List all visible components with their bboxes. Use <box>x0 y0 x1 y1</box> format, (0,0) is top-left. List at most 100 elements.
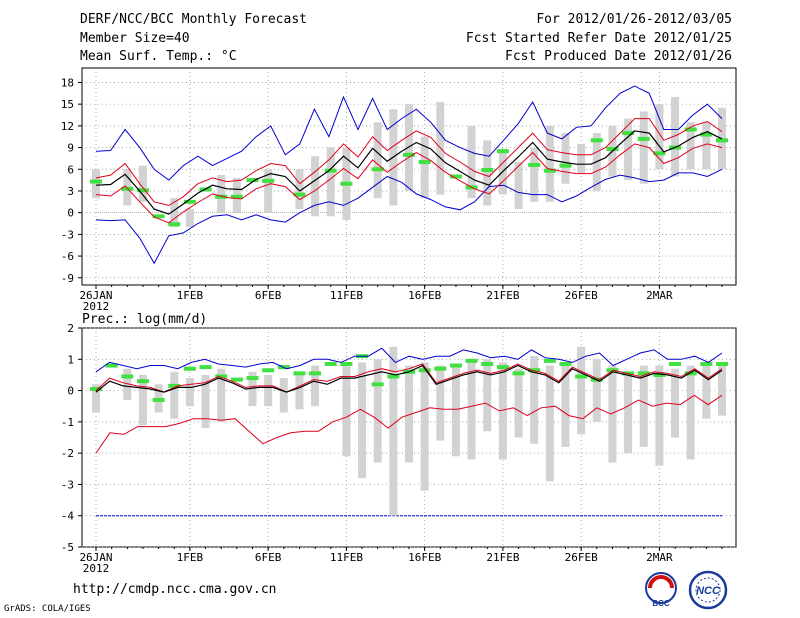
bcc-logo-text: BCC <box>652 599 670 608</box>
ensemble-box <box>561 133 570 184</box>
y-tick-label: -3 <box>61 228 74 241</box>
y-tick-label: -1 <box>61 416 74 429</box>
ensemble-box <box>358 362 367 479</box>
ensemble-box <box>138 374 147 425</box>
median-marker <box>559 163 572 168</box>
median-marker <box>293 192 306 197</box>
ensemble-box <box>295 374 304 410</box>
x-tick-label: 6FEB <box>255 289 282 302</box>
ensemble-box <box>311 156 320 217</box>
median-marker <box>543 168 556 173</box>
median-marker <box>481 167 494 172</box>
x-tick-label: 26JAN <box>79 551 112 564</box>
bcc-logo: BCC <box>645 572 677 608</box>
ensemble-box <box>405 365 413 463</box>
x-tick-label: 21FEB <box>486 289 519 302</box>
median-marker <box>215 194 228 199</box>
ensemble-mean-line <box>95 130 723 215</box>
chart-title: DERF/NCC/BCC Monthly Forecast <box>80 12 307 27</box>
x-tick-label: 1FEB <box>177 551 204 564</box>
ensemble-box <box>530 147 539 202</box>
median-marker <box>183 366 196 371</box>
spread-upper-line <box>95 363 723 393</box>
ensemble-box <box>655 104 664 170</box>
ensemble-box <box>217 175 226 213</box>
ensemble-box <box>185 378 194 407</box>
ensemble-box <box>483 359 492 432</box>
y-tick-label: 6 <box>67 163 74 176</box>
ensemble-box <box>123 368 132 400</box>
y-tick-label: -9 <box>61 272 74 285</box>
median-marker <box>512 371 525 376</box>
median-marker <box>684 371 697 376</box>
ensemble-box <box>138 165 147 202</box>
median-marker <box>262 178 275 183</box>
ensemble-box <box>545 125 554 202</box>
ensemble-box <box>655 365 664 466</box>
x-tick-label: 26JAN <box>79 289 112 302</box>
ensemble-box <box>373 359 382 463</box>
median-marker <box>449 363 462 368</box>
median-marker <box>136 188 149 193</box>
spread-lower-line <box>95 143 723 224</box>
spread-upper-line <box>95 118 723 206</box>
ensemble-box <box>702 362 711 419</box>
ensemble-box <box>561 365 570 447</box>
median-marker <box>449 174 462 179</box>
median-marker <box>371 382 384 387</box>
source-url[interactable]: http://cmdp.ncc.cma.gov.cn <box>73 582 277 597</box>
median-marker <box>246 376 259 381</box>
ensemble-box <box>702 122 711 170</box>
x-tick-label: 1FEB <box>177 289 204 302</box>
ensemble-box <box>592 359 601 422</box>
median-marker <box>121 374 134 379</box>
ensemble-box <box>342 362 351 457</box>
median-marker <box>136 379 149 384</box>
median-marker <box>199 365 212 370</box>
ensemble-box <box>264 169 273 213</box>
median-marker <box>684 127 697 132</box>
median-marker <box>434 366 447 371</box>
ensemble-box <box>624 371 633 454</box>
median-marker <box>481 361 494 366</box>
ensemble-box <box>639 111 648 184</box>
median-marker <box>716 361 728 366</box>
median-marker <box>590 138 603 143</box>
forecast-period: For 2012/01/26-2012/03/05 <box>536 12 732 27</box>
x-tick-label: 21FEB <box>486 551 519 564</box>
median-marker <box>575 374 588 379</box>
median-marker <box>653 372 666 377</box>
ensemble-box <box>639 365 648 447</box>
ensemble-box <box>686 365 695 460</box>
variable-label: Mean Surf. Temp.: °C <box>80 49 237 64</box>
median-marker <box>716 138 728 143</box>
y-tick-label: -4 <box>61 510 75 523</box>
ensemble-box <box>483 140 492 206</box>
ensemble-box <box>467 359 476 460</box>
ensemble-box <box>608 365 617 463</box>
grads-credit: GrADS: COLA/IGES <box>4 604 91 614</box>
x-tick-label: 26FEB <box>565 551 598 564</box>
x-tick-label: 16FEB <box>408 551 441 564</box>
ensemble-box <box>498 362 507 460</box>
ensemble-box <box>577 143 586 173</box>
median-marker <box>387 374 400 379</box>
median-marker <box>105 363 118 368</box>
y-tick-label: 0 <box>67 207 74 220</box>
y-tick-label: -5 <box>61 541 74 554</box>
ensemble-box <box>420 362 429 491</box>
median-marker <box>215 374 228 379</box>
ensemble-box <box>389 346 398 516</box>
median-marker <box>496 149 509 154</box>
x-tick-label: 26FEB <box>565 289 598 302</box>
median-marker <box>543 358 556 363</box>
median-marker <box>183 199 196 204</box>
ensemble-box <box>577 346 586 435</box>
y-tick-label: 0 <box>67 385 74 398</box>
ensemble-box <box>248 371 257 407</box>
y-tick-label: 18 <box>61 76 74 89</box>
envelope-max-line <box>95 85 723 181</box>
y-tick-label: 2 <box>67 322 74 335</box>
ensemble-box <box>498 151 507 195</box>
